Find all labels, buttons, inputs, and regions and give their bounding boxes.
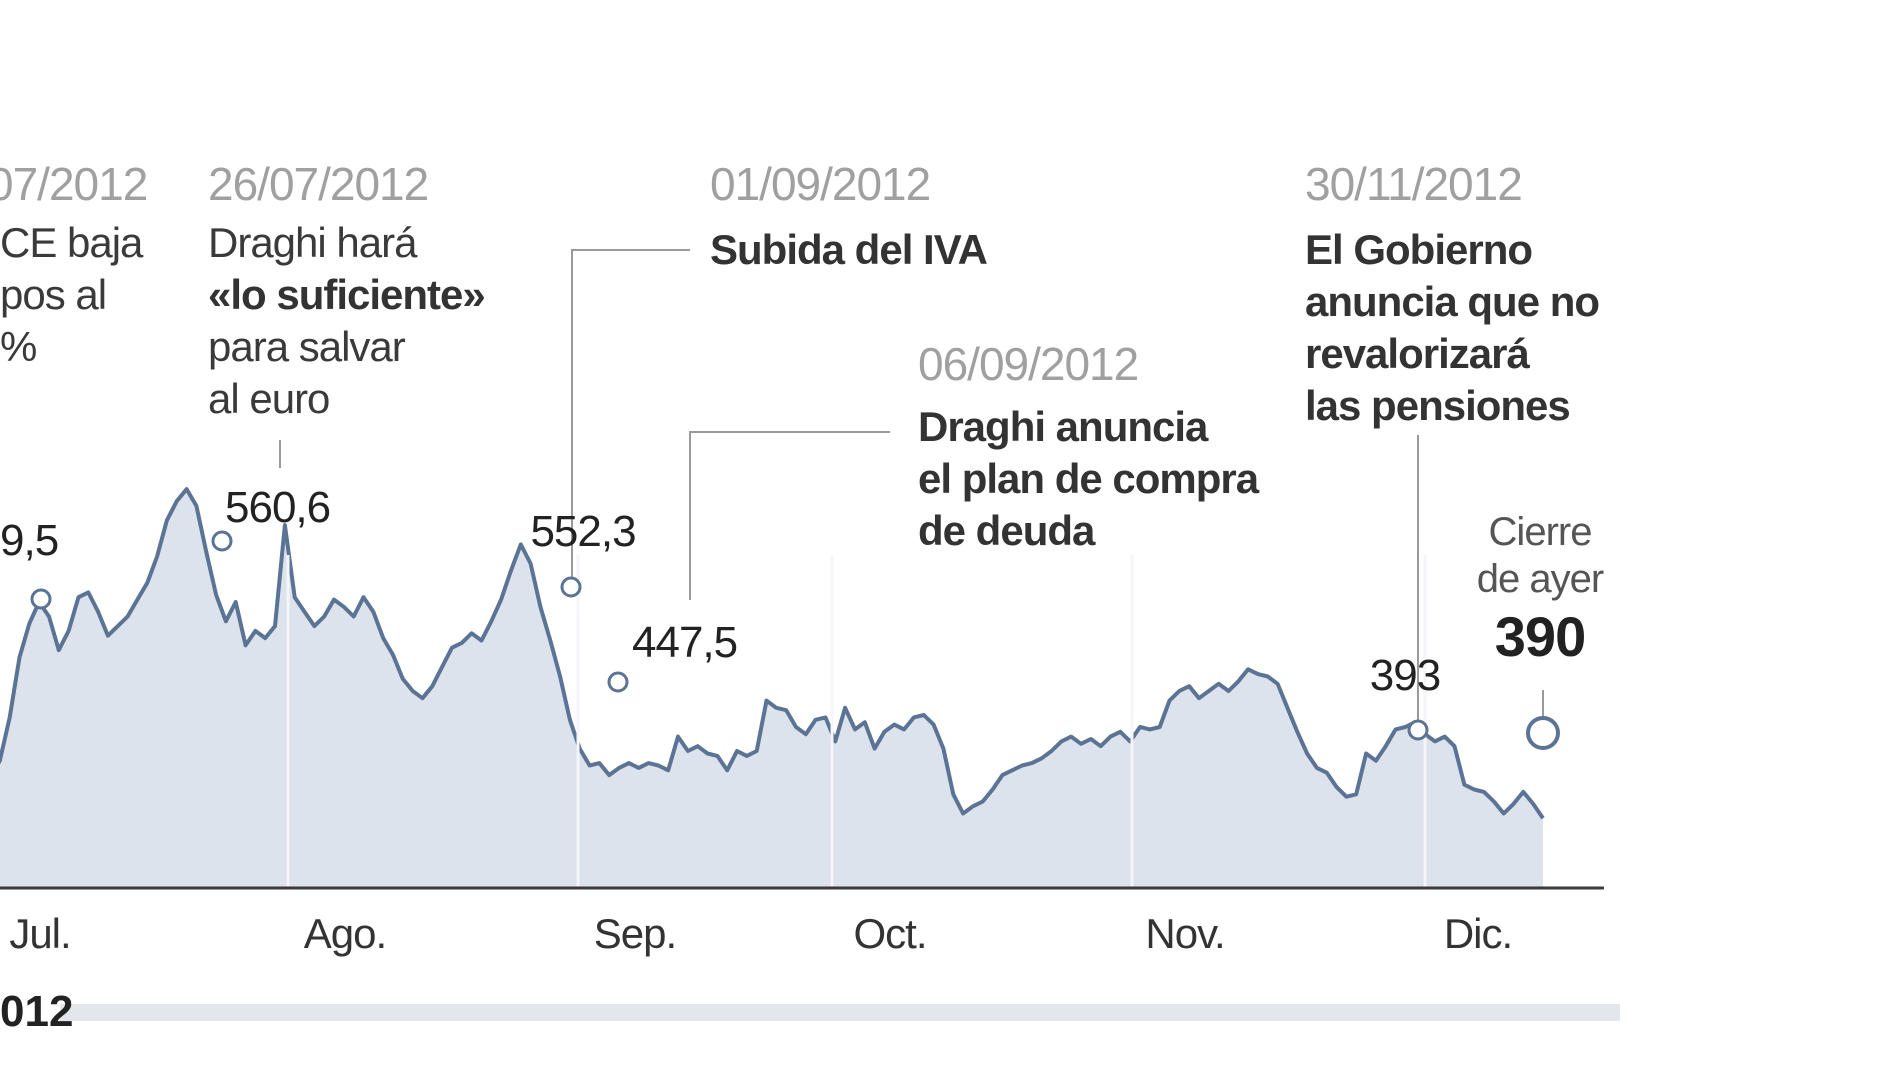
annotation-text: Draghi hará [208,219,418,266]
series-line [0,487,1545,820]
series-area-fill [0,489,1543,888]
annotation-text: al euro [208,375,329,422]
annotation-text: para salvar [208,323,406,370]
last-value-label: 390 [1495,605,1585,668]
annotation-text: de deuda [918,507,1096,554]
event-value-label: 393 [1370,651,1440,700]
last-label: de ayer [1477,557,1604,601]
annotation-text: el plan de compra [918,455,1260,502]
year-label: 012 [0,987,73,1036]
event-marker [560,576,582,598]
annotation-text: CE baja [0,219,144,266]
event-value-label: 9,5 [0,516,58,565]
event-value-label: 552,3 [530,507,635,556]
annotation-connectors [279,249,1544,725]
annotation-text: Draghi anuncia [918,403,1209,450]
x-tick-label: Jul. [9,910,70,957]
annotation-text: revalorizará [1305,330,1530,377]
event-marker [1407,719,1429,741]
x-tick-label: Dic. [1444,910,1512,957]
annotation-text: El Gobierno [1305,226,1532,273]
event-markers [30,530,1560,750]
x-tick-label: Oct. [853,910,926,957]
annotation-date: 07/2012 [0,158,147,210]
connector-ann-3 [571,249,690,585]
month-gridlines [0,555,1620,1021]
x-tick-label: Ago. [304,910,386,957]
event-marker [607,671,629,693]
x-tick-label: Sep. [594,910,676,957]
annotation-text: Subida del IVA [710,226,988,273]
annotation-text: «lo suficiente» [208,271,485,318]
x-tick-label: Nov. [1145,910,1224,957]
annotation-date: 26/07/2012 [208,158,428,210]
annotation-date: 06/09/2012 [918,338,1138,390]
year-bar [60,1004,1620,1021]
event-value-label: 447,5 [632,618,737,667]
connector-ann-4 [689,431,890,600]
annotation-date: 01/09/2012 [710,158,930,210]
last-label: Cierre [1489,510,1592,554]
event-value-label: 560,6 [225,483,330,532]
area-layer [0,487,1545,888]
event-marker [30,588,52,610]
text-layer: Jul. Ago. Sep. Oct. Nov. Dic. 012 07/2012 CE baj… [0,158,1605,1036]
event-marker [211,530,233,552]
annotation-text: % [0,323,36,370]
annotation-text: anuncia que no [1305,278,1599,325]
annotation-date: 30/11/2012 [1305,158,1522,210]
annotation-text: pos al [0,271,106,318]
last-value-marker [1526,716,1560,750]
annotation-text: las pensiones [1305,382,1570,429]
